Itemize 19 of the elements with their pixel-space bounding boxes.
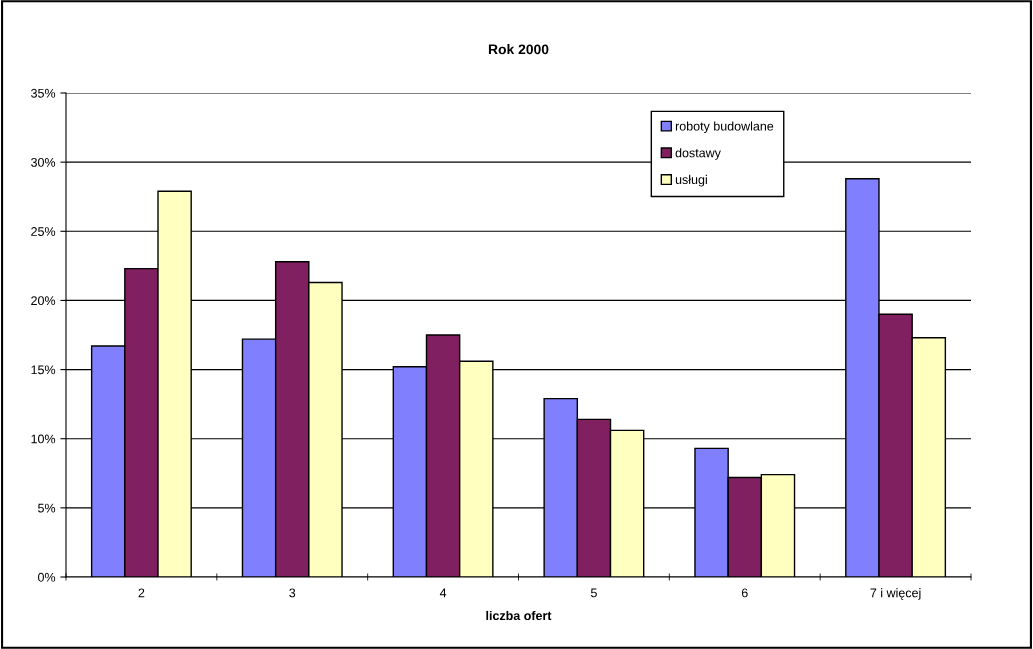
chart-title: Rok 2000 xyxy=(488,44,549,55)
y-tick-label: 10% xyxy=(31,434,56,444)
legend-label: usługi xyxy=(675,174,707,187)
y-tick-label: 5% xyxy=(38,503,56,513)
x-axis-title: liczba ofert xyxy=(486,610,552,621)
x-tick-label: 2 xyxy=(138,588,145,598)
x-tick-label: 5 xyxy=(590,588,597,598)
y-tick-label: 25% xyxy=(31,227,56,236)
x-tick-label: 6 xyxy=(741,588,748,598)
x-tick-label: 3 xyxy=(289,588,296,598)
legend-label: dostawy xyxy=(675,148,721,160)
x-tick-label: 4 xyxy=(439,588,447,598)
y-tick-label: 30% xyxy=(31,157,56,167)
y-tick-label: 0% xyxy=(38,572,56,582)
y-tick-label: 35% xyxy=(31,88,56,98)
y-tick-label: 20% xyxy=(31,296,56,306)
legend-label: roboty budowlane xyxy=(675,121,774,134)
y-tick-label: 15% xyxy=(31,365,56,375)
x-tick-label: 7 i więcej xyxy=(870,588,921,600)
